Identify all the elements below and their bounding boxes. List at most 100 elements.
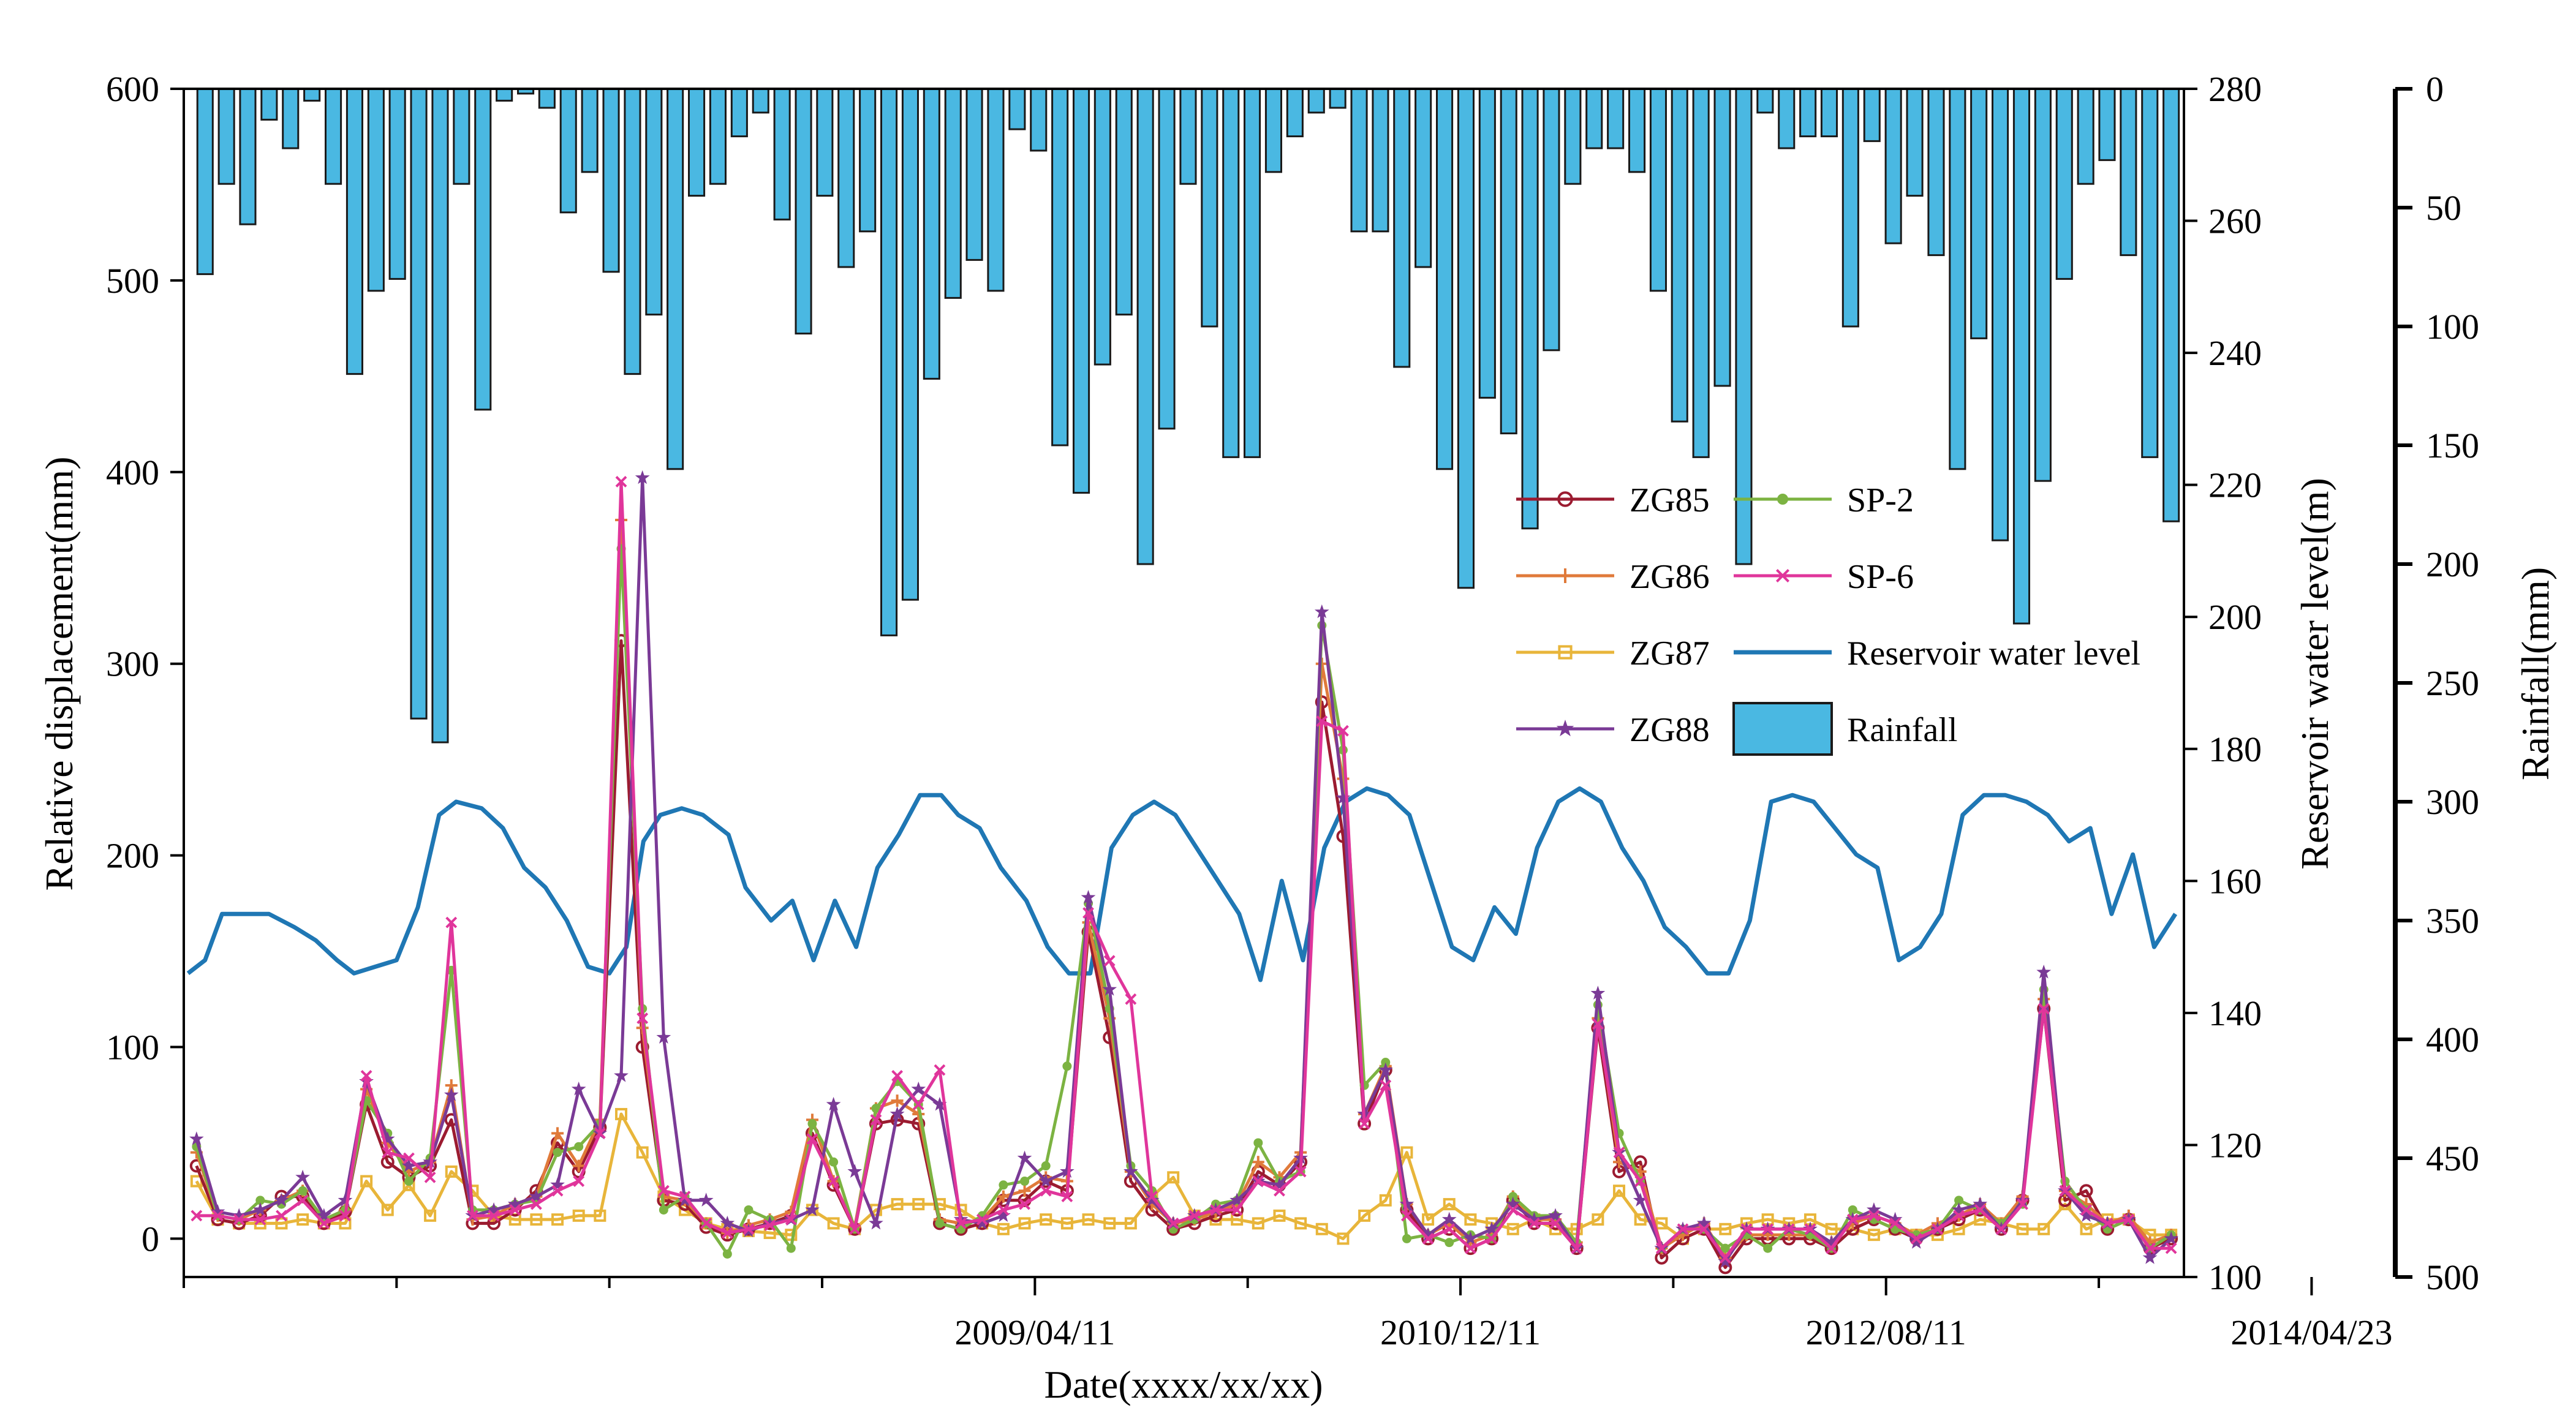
legend-item-zg85: ZG85 <box>1516 481 1710 519</box>
rainfall-bar <box>1500 88 1517 435</box>
point-star <box>1335 790 1351 804</box>
point-x <box>679 1191 691 1202</box>
point-x <box>1719 1252 1731 1264</box>
point-x <box>1804 1223 1816 1235</box>
rainfall-bar <box>795 88 812 335</box>
right-tick-label: 120 <box>2208 1125 2262 1165</box>
rainfall-bar <box>260 88 278 121</box>
right-tick-label: 200 <box>2208 597 2262 637</box>
rainfall-bar <box>901 88 920 601</box>
point-x <box>721 1227 733 1239</box>
point-dot <box>298 1186 308 1196</box>
point-x <box>1337 725 1349 737</box>
legend-item-sp-2: SP-2 <box>1734 481 1914 519</box>
rainfall-bar <box>773 88 791 220</box>
point-x <box>806 1133 818 1145</box>
point-plus <box>1558 568 1573 583</box>
point-circle <box>1557 491 1573 507</box>
point-square <box>1613 1185 1626 1197</box>
rainfall-bar <box>410 88 428 720</box>
rainfall-bar <box>217 88 235 185</box>
rainfall-bar <box>1543 88 1560 352</box>
point-star <box>805 1202 820 1216</box>
point-square <box>615 1108 628 1121</box>
series-line <box>195 518 2172 1260</box>
point-square <box>1592 1213 1604 1226</box>
point-square <box>1506 1222 1519 1235</box>
point-dot <box>807 1119 817 1129</box>
point-star <box>1590 985 1606 1000</box>
rainfall-bar <box>1329 88 1347 109</box>
legend-item-zg87: ZG87 <box>1516 635 1710 672</box>
rainfall-bar <box>709 88 727 185</box>
point-x <box>1188 1210 1201 1222</box>
point-star <box>635 470 650 484</box>
point-star <box>252 1202 268 1216</box>
point-x <box>1380 1079 1392 1091</box>
point-star <box>1421 1227 1435 1241</box>
legend-label: SP-2 <box>1847 481 1914 519</box>
rainfall-bar <box>1457 88 1475 589</box>
point-x <box>1549 1217 1562 1229</box>
point-x <box>615 476 627 488</box>
point-star <box>1272 1177 1287 1191</box>
point-dot <box>1954 1196 1964 1205</box>
point-square <box>1252 1217 1264 1230</box>
rainfall-bar <box>2012 88 2030 625</box>
rainfall-bar <box>1841 88 1859 328</box>
point-square <box>572 1209 585 1222</box>
rainfall-bar <box>1906 88 1924 197</box>
legend-label: Rainfall <box>1847 711 1957 749</box>
point-star <box>1909 1235 1924 1249</box>
point-x <box>254 1213 266 1226</box>
point-dot <box>1062 1061 1072 1071</box>
point-square <box>1400 1146 1413 1159</box>
point-x <box>2059 1185 2071 1197</box>
point-square <box>360 1175 373 1188</box>
point-x <box>2165 1242 2177 1254</box>
point-square <box>2038 1222 2050 1235</box>
point-x <box>1294 1166 1307 1178</box>
point-square <box>1273 1209 1286 1222</box>
series-zg86 <box>190 514 2178 1264</box>
point-x <box>1613 1147 1625 1159</box>
rainfall-bar <box>1307 88 1325 114</box>
point-star <box>1696 1215 1712 1230</box>
point-x <box>276 1210 287 1222</box>
point-dot <box>829 1157 839 1167</box>
rain-tick-label: 50 <box>2426 188 2461 228</box>
rainfall-bar <box>2034 88 2052 482</box>
point-star <box>656 1030 671 1044</box>
point-dot <box>722 1249 732 1259</box>
legend-label: ZG85 <box>1630 481 1710 519</box>
point-x <box>764 1219 776 1231</box>
point-dot <box>553 1148 562 1158</box>
rainfall-bar <box>1436 88 1454 470</box>
point-x <box>1740 1223 1753 1235</box>
legend-item-reservoir: Reservoir water level <box>1734 635 2140 672</box>
point-star <box>890 1106 905 1121</box>
left-tick-label: 400 <box>106 453 159 492</box>
rainfall-bar <box>1136 88 1154 565</box>
point-x <box>1655 1242 1668 1254</box>
point-star <box>1824 1235 1839 1249</box>
point-x <box>912 1098 924 1110</box>
point-square <box>297 1213 309 1226</box>
rainfall-bar <box>196 88 214 276</box>
rainfall-bar <box>1628 88 1646 173</box>
point-x <box>1061 1191 1073 1202</box>
rainfall-bar <box>1863 88 1881 142</box>
point-x <box>1762 1223 1774 1235</box>
point-x <box>828 1175 840 1187</box>
point-x <box>1507 1204 1519 1216</box>
rainfall-bar <box>880 88 898 636</box>
rainfall-bar <box>688 88 706 197</box>
left-tick-label: 200 <box>106 836 159 876</box>
point-x <box>1783 1223 1795 1235</box>
rainfall-bar <box>496 88 513 102</box>
reservoir-line <box>186 786 2178 982</box>
point-x <box>339 1210 351 1222</box>
point-star <box>507 1196 523 1211</box>
point-x <box>2017 1198 2028 1210</box>
